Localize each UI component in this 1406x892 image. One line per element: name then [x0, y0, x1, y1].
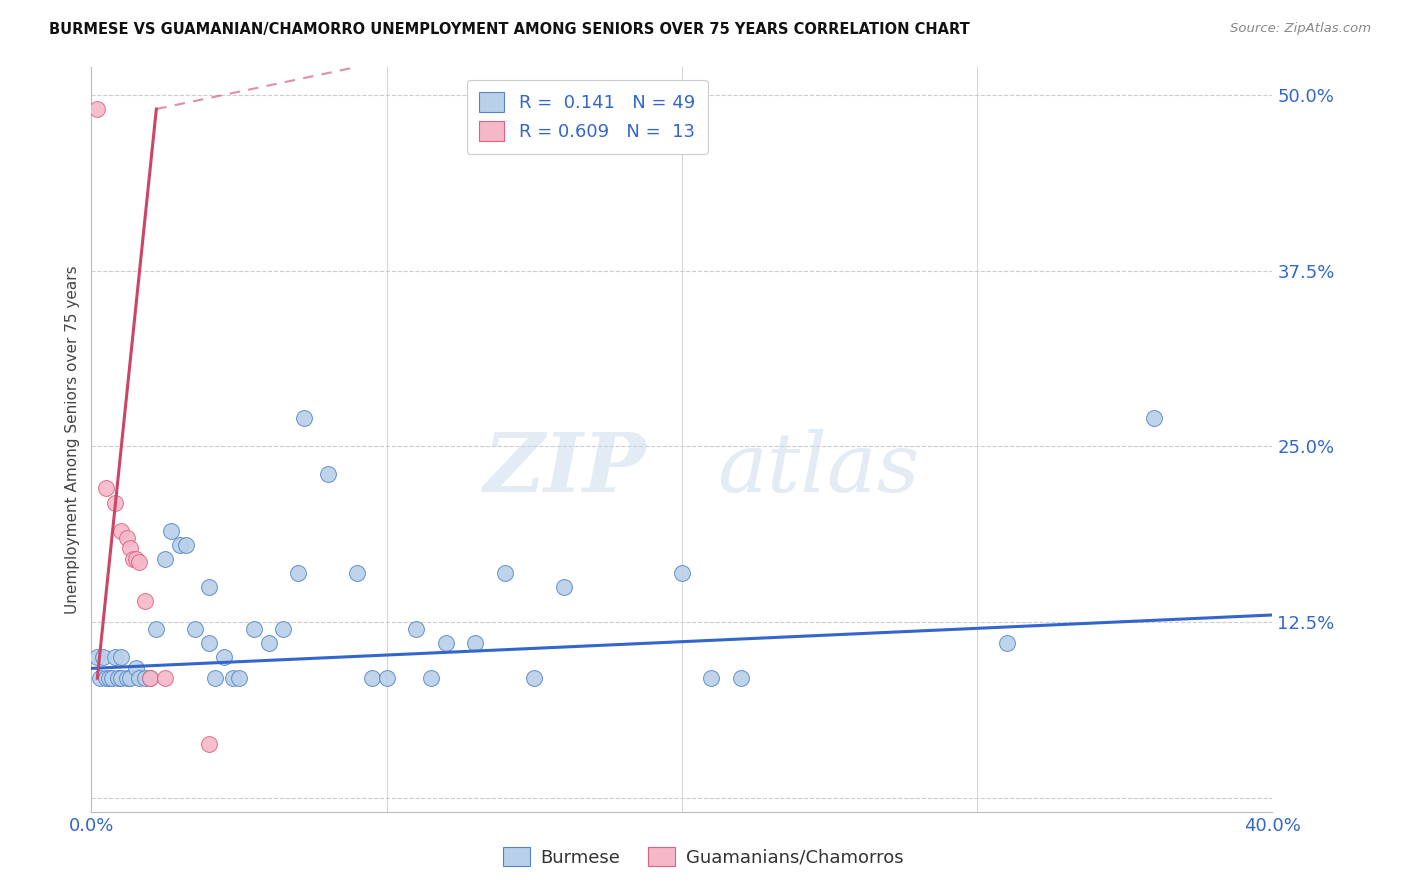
- Point: [292, 411, 315, 425]
- Point: [96, 671, 118, 685]
- Point: [700, 671, 723, 685]
- Point: [995, 636, 1018, 650]
- Point: [198, 580, 221, 594]
- Point: [110, 671, 132, 685]
- Point: [375, 671, 398, 685]
- Point: [273, 622, 295, 636]
- Point: [139, 671, 162, 685]
- Point: [316, 467, 339, 482]
- Point: [118, 671, 141, 685]
- Y-axis label: Unemployment Among Seniors over 75 years: Unemployment Among Seniors over 75 years: [65, 265, 80, 614]
- Point: [89, 671, 111, 685]
- Point: [128, 555, 150, 569]
- Text: Source: ZipAtlas.com: Source: ZipAtlas.com: [1230, 22, 1371, 36]
- Point: [110, 524, 132, 538]
- Legend: Burmese, Guamanians/Chamorros: Burmese, Guamanians/Chamorros: [495, 840, 911, 874]
- Point: [243, 622, 266, 636]
- Point: [730, 671, 752, 685]
- Point: [346, 566, 368, 580]
- Point: [174, 538, 197, 552]
- Point: [523, 671, 546, 685]
- Point: [287, 566, 309, 580]
- Point: [91, 650, 114, 665]
- Point: [153, 551, 177, 566]
- Text: atlas: atlas: [717, 429, 920, 509]
- Text: ZIP: ZIP: [484, 429, 647, 509]
- Point: [107, 671, 129, 685]
- Point: [96, 482, 118, 496]
- Point: [134, 671, 156, 685]
- Point: [222, 671, 245, 685]
- Point: [104, 650, 127, 665]
- Point: [494, 566, 516, 580]
- Point: [257, 636, 280, 650]
- Point: [214, 650, 236, 665]
- Point: [198, 636, 221, 650]
- Point: [1143, 411, 1166, 425]
- Point: [204, 671, 226, 685]
- Point: [101, 671, 124, 685]
- Point: [118, 541, 141, 555]
- Point: [104, 495, 127, 509]
- Point: [115, 671, 138, 685]
- Point: [153, 671, 177, 685]
- Point: [124, 661, 148, 675]
- Point: [169, 538, 191, 552]
- Point: [115, 531, 138, 545]
- Point: [160, 524, 183, 538]
- Point: [434, 636, 457, 650]
- Point: [98, 671, 121, 685]
- Point: [464, 636, 486, 650]
- Point: [134, 594, 156, 608]
- Point: [419, 671, 441, 685]
- Point: [86, 102, 108, 116]
- Point: [360, 671, 382, 685]
- Point: [124, 551, 148, 566]
- Point: [198, 737, 221, 751]
- Point: [86, 650, 108, 665]
- Point: [553, 580, 575, 594]
- Point: [128, 671, 150, 685]
- Text: BURMESE VS GUAMANIAN/CHAMORRO UNEMPLOYMENT AMONG SENIORS OVER 75 YEARS CORRELATI: BURMESE VS GUAMANIAN/CHAMORRO UNEMPLOYME…: [49, 22, 970, 37]
- Point: [671, 566, 693, 580]
- Point: [139, 671, 162, 685]
- Point: [183, 622, 207, 636]
- Point: [121, 551, 143, 566]
- Point: [145, 622, 167, 636]
- Point: [405, 622, 427, 636]
- Point: [228, 671, 250, 685]
- Legend: R =  0.141   N = 49, R = 0.609   N =  13: R = 0.141 N = 49, R = 0.609 N = 13: [467, 79, 707, 153]
- Point: [110, 650, 132, 665]
